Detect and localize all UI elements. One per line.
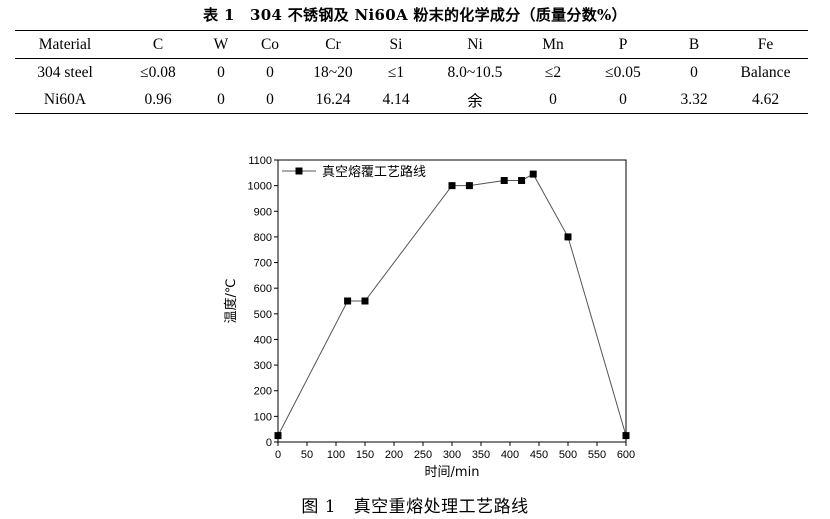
data-point xyxy=(448,182,456,190)
table-header-row: Material C W Co Cr Si Ni Mn P B Fe xyxy=(15,30,808,59)
data-point xyxy=(500,177,508,185)
table-cell: 0 xyxy=(690,63,698,81)
y-tick-label: 400 xyxy=(254,334,272,346)
figure-caption: 图 1 真空重熔处理工艺路线 xyxy=(301,497,529,517)
data-point xyxy=(564,233,572,241)
header-cell: Ni xyxy=(467,35,483,53)
legend-marker xyxy=(295,167,303,175)
y-axis-label: 温度/℃ xyxy=(223,279,239,324)
table-cell: 8.0~10.5 xyxy=(447,63,503,81)
table-cell: 18~20 xyxy=(313,63,353,81)
table-cell: 4.14 xyxy=(382,90,410,108)
table-cell: 0 xyxy=(266,90,274,108)
y-tick-label: 300 xyxy=(254,360,272,372)
header-cell: Si xyxy=(389,35,403,53)
y-tick-label: 1000 xyxy=(248,181,272,193)
table-cell: 0.96 xyxy=(144,90,172,108)
y-tick-label: 1100 xyxy=(248,155,272,167)
data-point xyxy=(518,177,526,185)
data-point xyxy=(361,297,369,305)
header-cell: Material xyxy=(38,35,92,53)
x-tick-label: 500 xyxy=(559,449,577,461)
x-axis-label: 时间/min xyxy=(425,465,480,480)
header-cell: Cr xyxy=(325,35,341,53)
y-tick-label: 600 xyxy=(254,283,272,295)
y-tick-label: 500 xyxy=(254,309,272,321)
table-cell: ≤0.08 xyxy=(140,63,176,81)
data-point xyxy=(344,297,352,305)
x-tick-label: 0 xyxy=(275,449,281,461)
data-point xyxy=(465,182,473,190)
table-cell: ≤1 xyxy=(387,63,405,81)
x-tick-label: 450 xyxy=(530,449,548,461)
header-cell: Co xyxy=(260,35,280,53)
x-tick-label: 400 xyxy=(501,449,519,461)
table-cell: 304 steel xyxy=(37,63,93,81)
table-cell: 4.62 xyxy=(751,90,780,108)
x-tick-label: 250 xyxy=(414,449,432,461)
y-tick-label: 700 xyxy=(254,258,272,270)
y-tick-label: 200 xyxy=(254,386,272,398)
header-cell: Fe xyxy=(757,35,774,53)
x-tick-label: 600 xyxy=(617,449,635,461)
table-cell: 16.24 xyxy=(315,90,351,108)
y-tick-label: 900 xyxy=(254,206,272,218)
header-cell: C xyxy=(152,35,164,53)
y-tick-label: 800 xyxy=(254,232,272,244)
x-tick-label: 50 xyxy=(301,449,313,461)
header-cell: B xyxy=(688,35,700,53)
data-point xyxy=(529,170,537,178)
x-tick-label: 100 xyxy=(327,449,345,461)
series-line xyxy=(277,173,627,436)
table-cell: 3.32 xyxy=(680,90,708,108)
composition-table: Material C W Co Cr Si Ni Mn P B Fe 304 s… xyxy=(15,30,808,114)
y-tick-label: 100 xyxy=(254,411,272,423)
data-point xyxy=(622,432,630,440)
table-row: Ni60A 0.96 0 0 16.24 4.14 余 0 0 3.32 4.6… xyxy=(15,86,808,114)
x-tick-label: 300 xyxy=(443,449,461,461)
table-cell: ≤0.05 xyxy=(605,63,641,81)
table-cell: 0 xyxy=(619,90,627,108)
x-tick-label: 200 xyxy=(385,449,403,461)
header-cell: W xyxy=(213,35,229,53)
legend-label: 真空熔覆工艺路线 xyxy=(322,164,426,180)
table-cell: 余 xyxy=(467,92,483,110)
x-tick-label: 350 xyxy=(472,449,490,461)
table-cell: Ni60A xyxy=(43,90,87,108)
table-cell: ≤2 xyxy=(544,63,562,81)
header-cell: P xyxy=(618,35,628,53)
x-tick-label: 150 xyxy=(356,449,374,461)
y-tick-label: 0 xyxy=(266,437,272,449)
table-cell: 0 xyxy=(217,90,225,108)
table-cell: Balance xyxy=(740,63,791,81)
plot-frame xyxy=(277,159,627,443)
table-caption: 表 1 304 不锈钢及 Ni60A 粉末的化学成分（质量分数%） xyxy=(203,6,627,24)
table-cell: 0 xyxy=(549,90,557,108)
table-cell: 0 xyxy=(217,63,225,81)
table-cell: 0 xyxy=(266,63,274,81)
data-point xyxy=(274,432,282,440)
x-tick-label: 550 xyxy=(588,449,606,461)
header-cell: Mn xyxy=(542,35,564,53)
table-row: 304 steel ≤0.08 0 0 18~20 ≤1 8.0~10.5 ≤2… xyxy=(15,59,808,87)
